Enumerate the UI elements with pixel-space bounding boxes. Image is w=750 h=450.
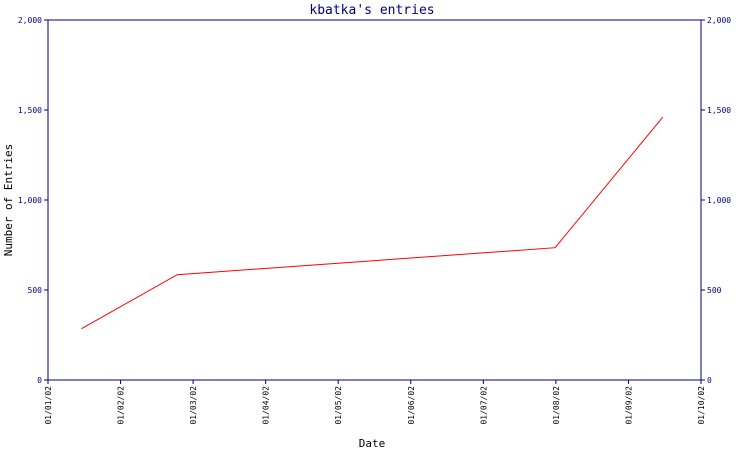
- x-ticks: 01/01/02 01/02/02 01/03/02 01/04/02 01/05/02…: [44, 380, 706, 425]
- y-tick-label-right: 1,500: [707, 106, 731, 115]
- series-line: [81, 116, 664, 330]
- chart-title: kbatka's entries: [309, 3, 434, 18]
- x-tick-label: 01/06/02: [407, 386, 416, 425]
- plot-frame: [47, 19, 702, 381]
- y-tick-label-left: 500: [28, 286, 43, 295]
- y-tick-label-right: 2,000: [707, 16, 731, 25]
- x-tick-label: 01/09/02: [624, 386, 633, 425]
- y-tick-label-left: 1,000: [18, 196, 42, 205]
- x-tick-label: 01/10/02: [697, 386, 706, 425]
- x-tick-label: 01/04/02: [262, 386, 271, 425]
- y-tick-label-left: 1,500: [18, 106, 42, 115]
- y-tick-label-right: 0: [707, 376, 712, 385]
- y-axis-label: Number of Entries: [2, 144, 15, 257]
- y-tick-label-right: 500: [707, 286, 722, 295]
- y-tick-label-left: 0: [37, 376, 42, 385]
- x-tick-label: 01/05/02: [334, 386, 343, 425]
- y-tick-label-right: 1,000: [707, 196, 731, 205]
- y-tick-label-left: 2,000: [18, 16, 42, 25]
- x-tick-label: 01/02/02: [117, 386, 126, 425]
- x-tick-label: 01/08/02: [552, 386, 561, 425]
- x-axis-label: Date: [359, 437, 386, 450]
- y-ticks-right: 0 500 1,000 1,500 2,000: [701, 16, 731, 385]
- x-tick-label: 01/01/02: [44, 386, 53, 425]
- x-tick-label: 01/03/02: [189, 386, 198, 425]
- y-ticks-left: 0 500 1,000 1,500 2,000: [18, 16, 48, 385]
- x-tick-label: 01/07/02: [479, 386, 488, 425]
